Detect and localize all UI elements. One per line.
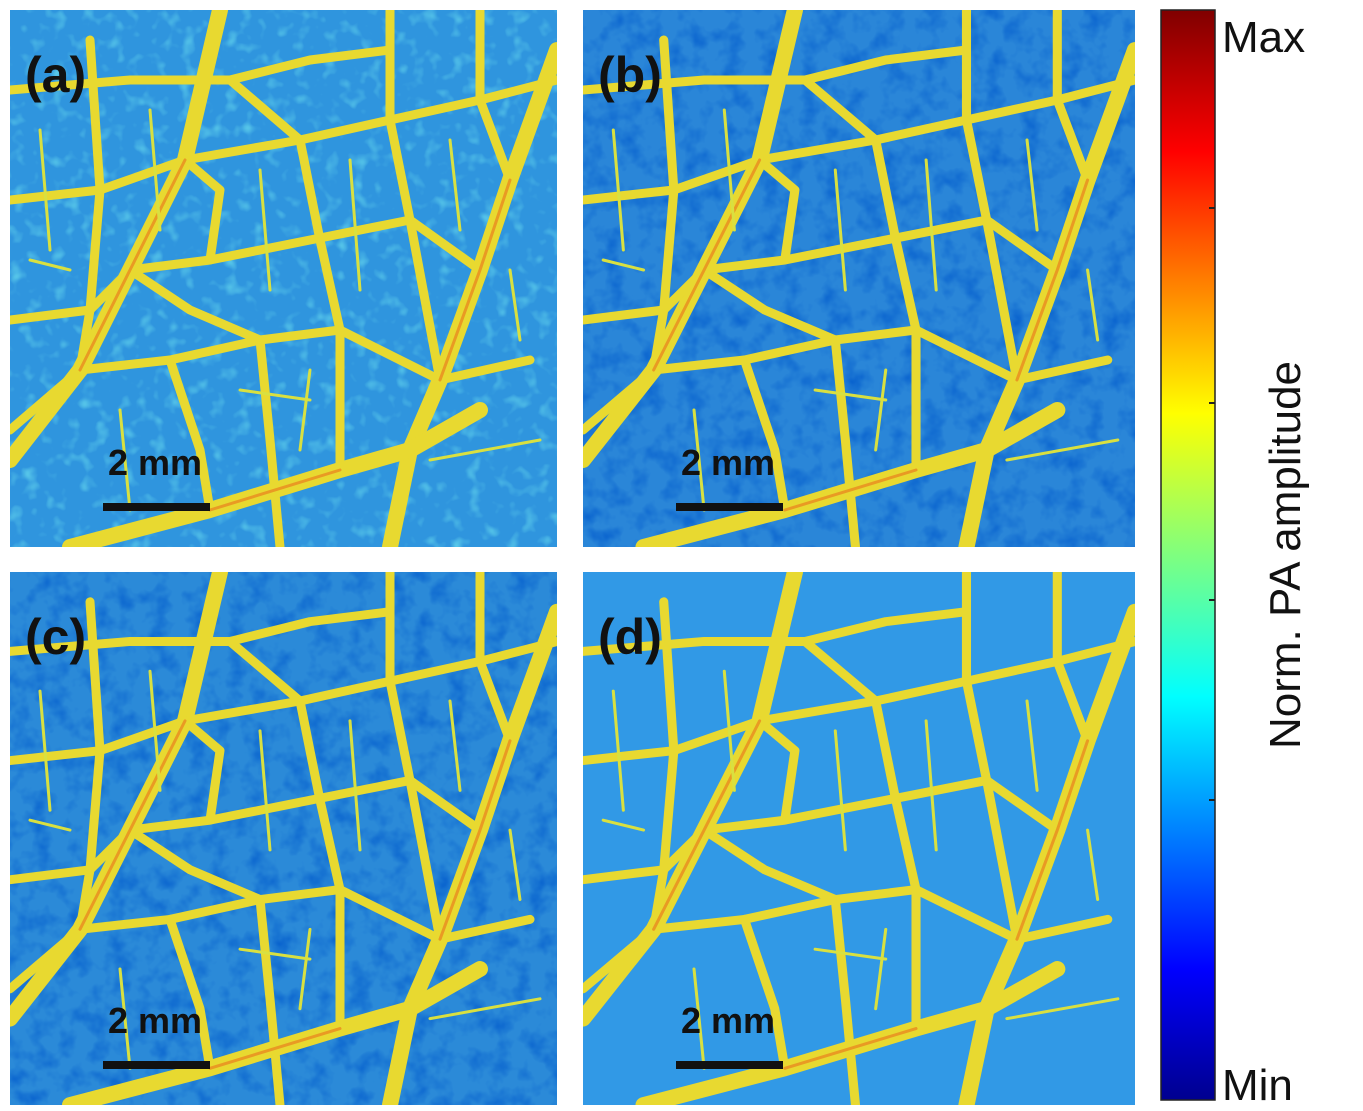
panel: (d) 2 mm	[583, 572, 1135, 1105]
colorbar-title: Norm. PA amplitude	[1261, 361, 1310, 749]
panel: (c) 2 mm	[10, 572, 557, 1105]
panel-label: (c)	[25, 609, 86, 665]
colorbar-max: Max	[1222, 13, 1305, 62]
panel-image	[583, 572, 1135, 1105]
panel: (b) 2 mm	[583, 10, 1135, 547]
panel-image	[10, 572, 557, 1105]
scale-bar-label: 2 mm	[681, 442, 775, 483]
panel-label: (d)	[598, 609, 662, 665]
colorbar: Max Min Norm. PA amplitude	[1161, 10, 1310, 1110]
panel-label: (b)	[598, 47, 662, 103]
panel: (a) 2 mm	[10, 10, 557, 547]
colorbar-min: Min	[1222, 1061, 1293, 1110]
panels: (a) 2 mm (b) 2 mm (c) 2 mm (d) 2 mm	[10, 10, 1135, 1105]
scale-bar-label: 2 mm	[681, 1000, 775, 1041]
colorbar-gradient	[1161, 10, 1215, 1100]
scale-bar-label: 2 mm	[108, 1000, 202, 1041]
panel-label: (a)	[25, 47, 86, 103]
figure: (a) 2 mm (b) 2 mm (c) 2 mm (d) 2 mm Max Min Nor…	[0, 0, 1363, 1111]
panel-image	[583, 10, 1135, 547]
scale-bar-label: 2 mm	[108, 442, 202, 483]
panel-image	[10, 10, 557, 547]
